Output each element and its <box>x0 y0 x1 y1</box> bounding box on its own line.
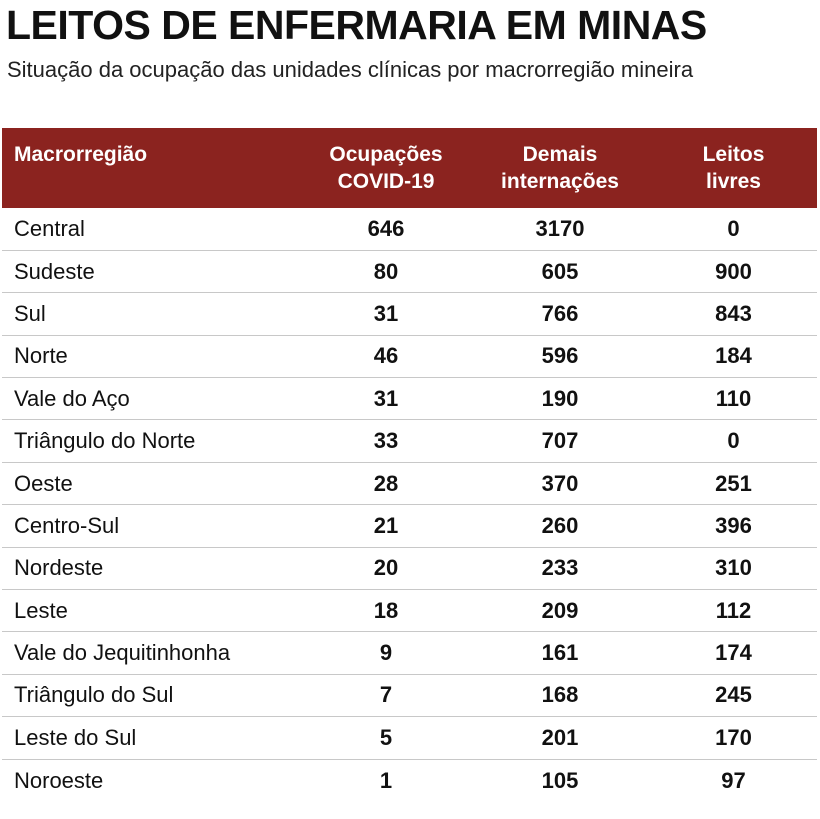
column-header-line: internações <box>501 170 619 193</box>
table-row: Sudeste 80 605 900 <box>2 250 817 294</box>
table-body: Central 646 3170 0 Sudeste 80 605 900 Sul 31 766 84… <box>2 208 817 801</box>
column-header-line: livres <box>706 170 761 193</box>
cell-demais: 105 <box>541 767 579 793</box>
table-header-row: Macrorregião Ocupações COVID-19 Demais i… <box>2 128 817 208</box>
cell-region: Sudeste <box>2 250 302 294</box>
cell-livres: 112 <box>650 589 817 633</box>
cell-covid: 646 <box>302 208 470 251</box>
cell-demais: 209 <box>470 589 650 633</box>
cell-demais: 233 <box>470 547 650 591</box>
cell-livres: 251 <box>650 462 817 506</box>
table-header: Macrorregião Ocupações COVID-19 Demais i… <box>2 128 817 208</box>
cell-livres: 174 <box>650 631 817 675</box>
column-header-line: COVID-19 <box>337 170 435 193</box>
column-header-macrorregiao: Macrorregião <box>2 128 302 208</box>
table-row: Vale do Jequitinhonha 9 161 174 <box>2 631 817 675</box>
cell-region: Triângulo do Norte <box>2 419 302 463</box>
cell-covid: 20 <box>302 547 470 591</box>
cell-region: Central <box>2 208 302 251</box>
cell-region: Vale do Jequitinhonha <box>2 631 302 675</box>
cell-livres: 0 <box>650 208 817 251</box>
cell-demais: 260 <box>470 504 650 548</box>
cell-demais: 596 <box>470 335 650 379</box>
cell-demais: 766 <box>470 292 650 336</box>
cell-demais: 3170 <box>470 208 650 251</box>
table-row: Noroeste 1 105 97 <box>2 759 817 801</box>
cell-demais: 370 <box>470 462 650 506</box>
cell-livres: 97 <box>721 767 746 793</box>
column-header-line: Leitos <box>702 143 765 166</box>
cell-region: Norte <box>2 335 302 379</box>
cell-region: Centro-Sul <box>2 504 302 548</box>
chart-title: LEITOS DE ENFERMARIA EM MINAS <box>6 2 707 48</box>
cell-demais: 168 <box>470 674 650 718</box>
cell-covid: 5 <box>302 716 470 760</box>
table-row: Leste do Sul 5 201 170 <box>2 716 817 760</box>
cell-region: Vale do Aço <box>2 377 302 421</box>
cell-demais: 201 <box>470 716 650 760</box>
table-row: Central 646 3170 0 <box>2 208 817 251</box>
table-row: Triângulo do Norte 33 707 0 <box>2 419 817 463</box>
cell-region: Leste <box>2 589 302 633</box>
cell-livres: 110 <box>650 377 817 421</box>
chart-subtitle: Situação da ocupação das unidades clínic… <box>7 57 694 82</box>
cell-covid: 28 <box>302 462 470 506</box>
cell-livres: 184 <box>650 335 817 379</box>
cell-region: Triângulo do Sul <box>2 674 302 718</box>
cell-region: Noroeste <box>14 767 104 793</box>
cell-covid: 33 <box>302 419 470 463</box>
table-row: Oeste 28 370 251 <box>2 462 817 506</box>
cell-covid: 80 <box>302 250 470 294</box>
cell-covid: 7 <box>302 674 470 718</box>
cell-region: Oeste <box>2 462 302 506</box>
column-header-line: Ocupações <box>329 143 443 166</box>
table-row: Nordeste 20 233 310 <box>2 547 817 591</box>
cell-livres: 900 <box>650 250 817 294</box>
column-header-leitos-livres: Leitos livres <box>650 128 817 208</box>
table-row: Triângulo do Sul 7 168 245 <box>2 674 817 718</box>
table-row: Norte 46 596 184 <box>2 335 817 379</box>
cell-covid: 18 <box>302 589 470 633</box>
cell-covid: 46 <box>302 335 470 379</box>
cell-region: Nordeste <box>2 547 302 591</box>
cell-livres: 396 <box>650 504 817 548</box>
table-row: Leste 18 209 112 <box>2 589 817 633</box>
cell-covid: 31 <box>302 377 470 421</box>
cell-region: Sul <box>2 292 302 336</box>
cell-covid: 9 <box>302 631 470 675</box>
cell-livres: 843 <box>650 292 817 336</box>
column-header-demais-internacoes: Demais internações <box>470 128 650 208</box>
column-header-line: Macrorregião <box>14 143 148 166</box>
cell-covid: 21 <box>302 504 470 548</box>
cell-livres: 0 <box>650 419 817 463</box>
cell-demais: 605 <box>470 250 650 294</box>
table-row: Sul 31 766 843 <box>2 292 817 336</box>
cell-demais: 161 <box>470 631 650 675</box>
cell-region: Leste do Sul <box>2 716 302 760</box>
table-row: Centro-Sul 21 260 396 <box>2 504 817 548</box>
data-table: Macrorregião Ocupações COVID-19 Demais i… <box>2 128 817 801</box>
column-header-line: Demais <box>522 143 598 166</box>
data-table-container: Macrorregião Ocupações COVID-19 Demais i… <box>2 128 817 801</box>
cell-demais: 707 <box>470 419 650 463</box>
cell-livres: 245 <box>650 674 817 718</box>
cell-demais: 190 <box>470 377 650 421</box>
cell-covid: 31 <box>302 292 470 336</box>
cell-covid: 1 <box>379 767 393 793</box>
column-header-ocupacoes-covid: Ocupações COVID-19 <box>302 128 470 208</box>
cell-livres: 170 <box>650 716 817 760</box>
cell-livres: 310 <box>650 547 817 591</box>
table-row: Vale do Aço 31 190 110 <box>2 377 817 421</box>
